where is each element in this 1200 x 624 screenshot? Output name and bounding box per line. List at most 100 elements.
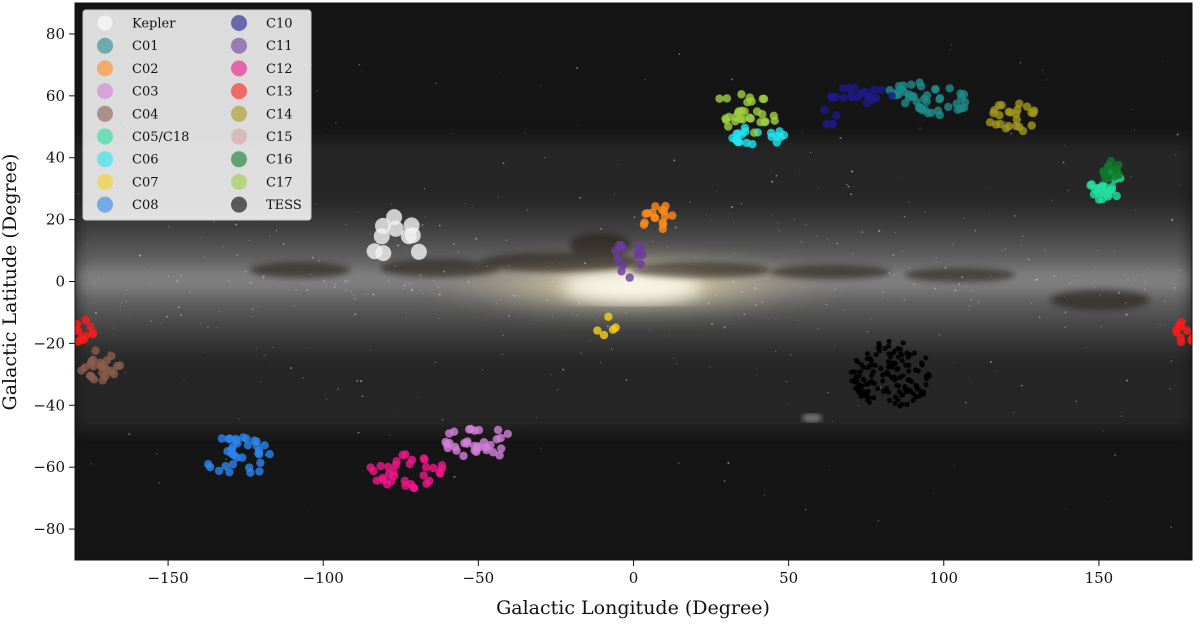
data-point xyxy=(896,383,902,389)
data-point xyxy=(907,80,916,89)
background-star xyxy=(655,301,658,304)
background-star xyxy=(536,416,538,419)
background-star xyxy=(225,458,227,460)
background-star xyxy=(963,217,965,220)
data-point xyxy=(858,88,867,98)
data-point xyxy=(747,97,756,106)
background-star xyxy=(1158,226,1159,228)
data-point xyxy=(909,378,915,385)
data-point xyxy=(245,463,254,472)
background-star xyxy=(394,265,397,268)
background-star xyxy=(1035,278,1038,281)
data-point xyxy=(832,111,841,120)
data-markers xyxy=(75,78,1192,493)
background-star xyxy=(1127,278,1130,281)
y-tick-label: −60 xyxy=(33,458,65,476)
background-star xyxy=(834,344,835,346)
data-point xyxy=(375,245,392,262)
background-star xyxy=(715,294,717,297)
background-star xyxy=(1129,175,1132,178)
data-point xyxy=(914,383,920,389)
data-point xyxy=(856,373,862,379)
background-star xyxy=(732,281,735,283)
data-point xyxy=(369,466,378,476)
background-star xyxy=(669,334,671,337)
background-star xyxy=(1100,325,1103,328)
data-point xyxy=(660,207,669,216)
background-star xyxy=(453,475,456,478)
background-star xyxy=(741,291,743,293)
background-star xyxy=(584,262,587,265)
data-point xyxy=(459,451,468,461)
background-star xyxy=(365,294,367,296)
background-star xyxy=(836,242,839,245)
data-point xyxy=(1105,161,1114,170)
background-star xyxy=(968,305,971,307)
background-star xyxy=(1099,294,1102,296)
background-star xyxy=(335,122,337,124)
background-star xyxy=(199,236,202,239)
background-star xyxy=(828,465,830,467)
series-c03 xyxy=(441,424,512,461)
legend-label: C17 xyxy=(266,175,293,190)
series-c07 xyxy=(593,312,620,340)
background-star xyxy=(485,265,488,268)
background-star xyxy=(787,403,789,405)
background-star xyxy=(417,397,419,399)
background-star xyxy=(732,280,735,283)
dust-lanes xyxy=(250,233,1150,310)
background-star xyxy=(946,257,948,259)
background-star xyxy=(1114,454,1117,457)
data-point xyxy=(766,128,776,138)
background-star xyxy=(1173,384,1175,386)
data-point xyxy=(375,217,391,234)
background-star xyxy=(148,272,150,274)
background-star xyxy=(644,78,646,80)
background-star xyxy=(649,328,651,331)
background-star xyxy=(361,70,362,72)
background-star xyxy=(1169,526,1173,529)
data-point xyxy=(1018,126,1028,136)
data-point xyxy=(77,334,86,343)
data-point xyxy=(877,85,886,95)
background-star xyxy=(894,232,897,234)
background-star xyxy=(546,265,548,267)
sky-background xyxy=(75,3,1192,560)
background-star xyxy=(1045,79,1048,81)
data-point xyxy=(376,461,385,471)
data-point xyxy=(410,243,427,260)
legend-label: C05/C18 xyxy=(132,130,189,145)
background-star xyxy=(774,350,777,352)
background-star xyxy=(90,462,93,465)
series-c11 xyxy=(611,241,647,282)
data-point xyxy=(737,130,746,139)
background-star xyxy=(323,280,325,283)
background-star xyxy=(579,196,582,199)
legend-marker xyxy=(97,60,113,77)
legend-item: C16 xyxy=(231,151,293,168)
background-star xyxy=(297,311,299,313)
background-star xyxy=(831,420,834,423)
background-star xyxy=(817,187,820,189)
legend-item: C11 xyxy=(231,37,293,54)
data-point xyxy=(953,105,962,114)
data-point xyxy=(81,315,90,325)
series-c17 xyxy=(715,90,779,137)
background-star xyxy=(217,327,219,329)
data-point xyxy=(387,220,404,237)
background-star xyxy=(996,287,998,288)
data-point xyxy=(232,453,242,462)
background-star xyxy=(716,307,718,309)
background-star xyxy=(1020,384,1023,387)
legend-label: C15 xyxy=(266,130,293,145)
background-star xyxy=(589,339,591,342)
background-star xyxy=(843,309,845,311)
background-star xyxy=(408,282,411,285)
legend-label: C10 xyxy=(266,17,293,32)
data-point xyxy=(871,380,877,386)
background-star xyxy=(218,311,221,313)
background-star xyxy=(577,301,580,304)
data-point xyxy=(885,389,892,395)
legend-item: C03 xyxy=(97,83,159,100)
background-star xyxy=(291,284,293,286)
